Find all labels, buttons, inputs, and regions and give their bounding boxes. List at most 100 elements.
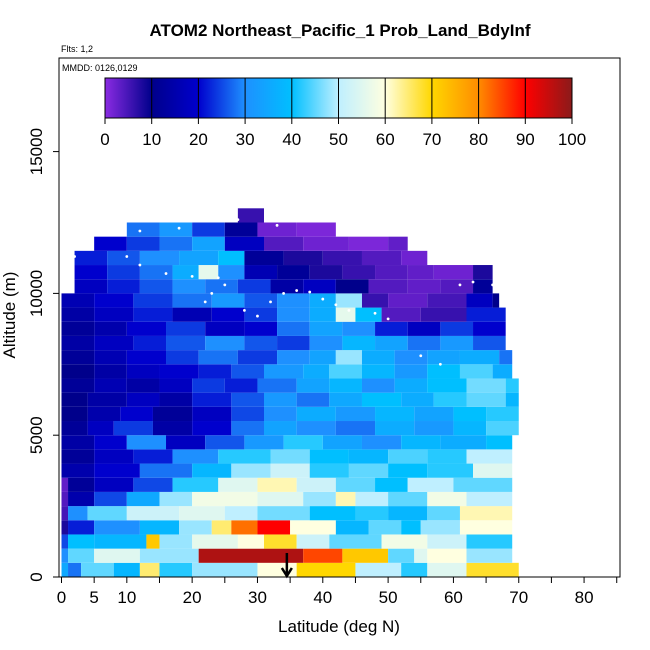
x-tick-label: 10	[117, 588, 136, 607]
heatmap-cell	[192, 222, 225, 237]
colorbar-tick-label: 30	[236, 130, 255, 149]
heatmap-cell	[146, 534, 160, 549]
heatmap-cell	[303, 491, 336, 507]
heatmap-cell	[329, 534, 382, 549]
heatmap-cell	[309, 335, 343, 351]
heatmap-cell	[342, 321, 376, 336]
heatmap-cell	[473, 463, 513, 478]
heatmap-cell	[361, 293, 389, 308]
heatmap-cell	[192, 421, 232, 436]
heatmap-cell	[61, 477, 69, 492]
heatmap-cell	[335, 520, 369, 535]
heatmap-cell	[244, 250, 284, 266]
track-point	[177, 226, 181, 230]
heatmap-cell	[361, 364, 395, 379]
heatmap-cell	[74, 250, 108, 266]
heatmap-cell	[68, 506, 88, 521]
heatmap-cell	[296, 378, 330, 393]
heatmap-cell	[205, 321, 245, 336]
track-point	[236, 218, 240, 222]
heatmap-cell	[322, 250, 362, 266]
track-point	[386, 317, 390, 321]
track-point	[295, 289, 299, 292]
heatmap-cell	[126, 435, 167, 450]
heatmap-cell	[381, 307, 421, 322]
colorbar-tick-label: 40	[282, 130, 301, 149]
heatmap-cell	[237, 534, 264, 549]
heatmap-cell	[283, 435, 323, 450]
heatmap-cell	[492, 293, 500, 308]
heatmap-cell	[277, 350, 310, 365]
heatmap-cell	[94, 350, 127, 365]
colorbar-tick-label: 60	[376, 130, 395, 149]
heatmap-cell	[126, 222, 160, 237]
heatmap-cell	[407, 279, 441, 294]
heatmap-cell	[205, 335, 245, 351]
heatmap-cell	[309, 265, 343, 280]
heatmap-cell	[179, 520, 212, 535]
heatmap-cell	[348, 449, 389, 464]
track-point	[164, 272, 168, 275]
heatmap-cell	[218, 449, 271, 464]
heatmap-cell	[231, 392, 264, 407]
heatmap-cell	[257, 222, 297, 237]
heatmap-cell	[322, 435, 362, 450]
heatmap-cell	[94, 335, 134, 351]
heatmap-cell	[211, 293, 245, 308]
colorbar-tick-label: 50	[329, 130, 348, 149]
heatmap-cell	[466, 534, 513, 549]
heatmap-cell	[414, 548, 428, 563]
heatmap-cell	[486, 421, 519, 436]
heatmap-cell	[126, 392, 160, 407]
heatmap-cell	[61, 421, 88, 436]
heatmap-cell	[335, 307, 356, 322]
heatmap-cell	[486, 406, 519, 422]
colorbar-tick-label: 0	[100, 130, 109, 149]
heatmap-cell	[296, 392, 330, 407]
heatmap-cell	[263, 406, 297, 422]
heatmap-cell	[381, 534, 428, 549]
heatmap-cell	[368, 520, 402, 535]
x-tick-label: 60	[444, 588, 463, 607]
heatmap-cell	[427, 293, 467, 308]
heatmap-cell	[94, 321, 127, 336]
heatmap-cell	[473, 279, 493, 294]
heatmap-cell	[309, 506, 356, 521]
heatmap-cell	[309, 321, 343, 336]
heatmap-cell	[231, 364, 264, 379]
heatmap-cell	[270, 463, 310, 478]
heatmap-cell	[466, 548, 513, 563]
heatmap-cell	[133, 477, 173, 492]
heatmap-cell	[126, 350, 167, 365]
heatmap-cell	[61, 364, 95, 379]
heatmap-cell	[257, 520, 291, 535]
heatmap-cell	[61, 321, 95, 336]
heatmap-cell	[394, 378, 428, 393]
heatmap-cell	[388, 449, 428, 464]
heatmap-cell	[218, 265, 245, 280]
heatmap-cell	[192, 378, 225, 393]
heatmap-cell	[270, 279, 304, 294]
heatmap-cell	[179, 250, 219, 266]
track-point	[203, 300, 207, 304]
heatmap-cell	[329, 364, 362, 379]
heatmap-cell	[427, 364, 460, 379]
heatmap-cell	[427, 449, 467, 464]
track-point	[347, 309, 351, 312]
track-point	[73, 255, 76, 258]
heatmap-cell	[459, 506, 513, 521]
heatmap-cell	[459, 520, 513, 535]
heatmap-cell	[211, 520, 232, 535]
heatmap-cell	[329, 392, 362, 407]
heatmap-cell	[159, 364, 199, 379]
heatmap-cell	[375, 477, 408, 492]
heatmap-cell	[87, 506, 127, 521]
heatmap-cell	[427, 463, 474, 478]
heatmap-cell	[459, 364, 493, 379]
heatmap-cell	[486, 435, 513, 450]
heatmap-cell	[218, 477, 258, 492]
heatmap-cell	[355, 307, 382, 322]
heatmap-cell	[388, 491, 428, 507]
heatmap-cell	[466, 293, 493, 308]
heatmap-cell	[244, 307, 278, 322]
